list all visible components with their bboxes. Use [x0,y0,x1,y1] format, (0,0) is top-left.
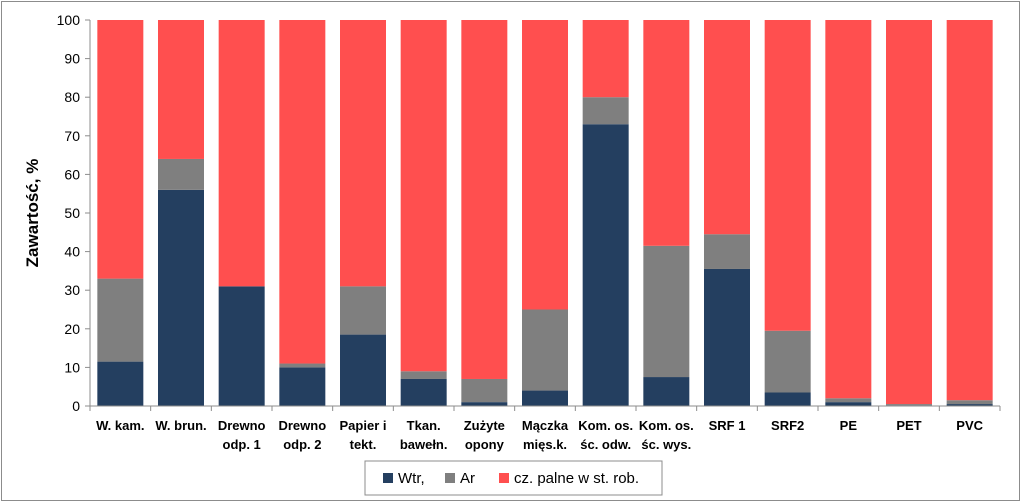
bar-segment-ar [97,278,144,362]
bar-segment-wtr [158,189,204,406]
legend-label: Wtr, [398,470,425,487]
bar-segment-ar [704,234,750,269]
bar-segment-palne [704,20,750,235]
x-tick-label: Papier i tekt. [340,418,387,452]
y-tick-label: 0 [72,398,80,414]
bar-segment-ar [340,286,386,335]
bar-segment-wtr [582,124,629,406]
legend-swatch [383,473,393,483]
legend-swatch [499,473,509,483]
x-tick-label: Drewno odp. 1 [218,418,266,452]
x-tick-label: W. kam. [96,418,144,433]
bar-segment-palne [582,20,629,98]
bar-segment-palne [400,20,447,372]
bar-segment-ar [764,330,811,393]
bar-segment-ar [946,400,993,405]
bar-segment-palne [340,20,386,287]
y-tick-label: 60 [64,166,80,182]
bar-segment-ar [886,404,932,406]
x-tick-label: Mączka mięs.k. [522,418,569,452]
legend-swatch [445,473,455,483]
bar-segment-palne [97,20,144,279]
bar-segment-ar [825,398,872,403]
bar-segment-wtr [522,390,568,406]
bar-segment-ar [158,158,204,190]
legend-box [364,460,663,496]
bar-segment-ar [461,378,508,403]
y-tick-label: 100 [57,12,81,28]
bar-segment-wtr [704,268,750,406]
bar-segment-wtr [279,367,326,406]
bar-segment-wtr [643,377,690,406]
y-tick-label: 90 [64,51,80,67]
y-tick-label: 40 [64,244,80,260]
x-tick-label: SRF 1 [709,418,746,433]
y-tick-label: 70 [64,128,80,144]
x-tick-label: Tkan. bawełn. [400,418,448,452]
bar-segment-palne [158,20,204,159]
bar-segment-wtr [764,392,811,406]
x-tick-label: PE [840,418,858,433]
x-tick-label: PET [896,418,921,433]
bar-segment-palne [522,20,568,310]
y-axis-title: Zawartość, % [23,159,42,268]
bar-segment-ar [279,363,326,368]
legend-label: Ar [460,470,475,487]
bar-segment-ar [522,309,568,391]
bar-segment-palne [946,20,993,401]
bar-segment-wtr [946,404,993,406]
bar-segment-wtr [400,378,447,406]
x-tick-label: Zużyte opony [464,418,505,452]
bar-segment-wtr [825,402,872,406]
bar-segment-wtr [461,402,508,406]
bar-segment-wtr [218,286,265,406]
x-tick-label: PVC [956,418,983,433]
bar-segment-palne [825,20,872,399]
bar-segment-palne [643,20,690,246]
y-tick-label: 50 [64,205,80,221]
bar-segment-palne [218,20,265,287]
y-tick-label: 80 [64,89,80,105]
bar-segment-palne [764,20,811,331]
bar-segment-ar [400,371,447,379]
legend-label: cz. palne w st. rob. [514,470,639,487]
x-tick-label: SRF2 [771,418,804,433]
y-tick-label: 20 [64,321,80,337]
bar-segment-palne [461,20,508,379]
y-tick-label: 10 [64,359,80,375]
bar-segment-ar [582,97,629,125]
bar-segment-palne [279,20,326,364]
y-tick-label: 30 [64,282,80,298]
x-tick-label: Kom. os. śc. wys. [639,418,694,452]
bar-segment-wtr [340,334,386,406]
x-tick-label: Kom. os. śc. odw. [578,418,633,452]
bar-segment-wtr [97,361,144,406]
x-tick-label: Drewno odp. 2 [278,418,326,452]
x-tick-label: W. brun. [155,418,206,433]
bar-segment-palne [886,20,932,405]
bar-segment-ar [643,245,690,378]
